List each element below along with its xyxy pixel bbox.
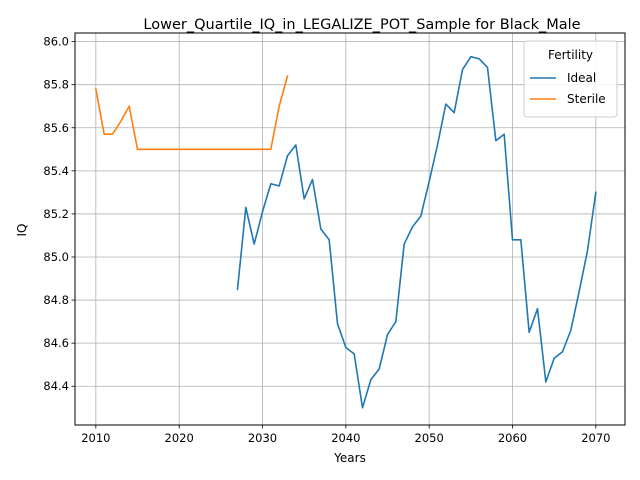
legend: Fertility Ideal Sterile — [523, 40, 618, 118]
chart-title: Lower_Quartile_IQ_in_LEGALIZE_POT_Sample… — [143, 17, 580, 33]
series-line-ideal — [236, 55, 597, 409]
x-tick-label: 2030 — [248, 431, 277, 445]
y-tick-label: 85.4 — [43, 164, 69, 178]
y-tick-label: 85.8 — [43, 78, 69, 92]
legend-label-sterile: Sterile — [567, 92, 606, 106]
y-tick-label: 86.0 — [43, 35, 69, 49]
x-tick-label: 2050 — [415, 431, 444, 445]
legend-box — [523, 40, 618, 118]
y-tick-label: 84.4 — [43, 379, 69, 393]
x-tick-label: 2010 — [81, 431, 110, 445]
x-tick-label: 2070 — [581, 431, 610, 445]
plot-frame — [74, 32, 626, 426]
x-tick-label: 2020 — [165, 431, 194, 445]
y-tick-label: 85.0 — [43, 250, 69, 264]
x-tick-label: 2060 — [498, 431, 527, 445]
legend-title: Fertility — [548, 48, 593, 62]
y-tick-label: 85.6 — [43, 121, 69, 135]
series-lines — [94, 55, 597, 409]
y-tick-label: 85.2 — [43, 207, 69, 221]
y-axis-label: IQ — [15, 224, 29, 237]
x-tick-label: 2040 — [331, 431, 360, 445]
x-axis: 2010 2020 2030 2040 2050 2060 2070 — [81, 425, 610, 445]
series-line-sterile — [94, 75, 289, 151]
y-tick-label: 84.8 — [43, 293, 69, 307]
legend-label-ideal: Ideal — [567, 71, 596, 85]
grid-lines — [75, 33, 625, 425]
y-tick-label: 84.6 — [43, 336, 69, 350]
y-axis: 84.4 84.6 84.8 85.0 85.2 85.4 85.6 85.8 86.0 — [43, 35, 75, 393]
x-axis-label: Years — [333, 451, 366, 465]
